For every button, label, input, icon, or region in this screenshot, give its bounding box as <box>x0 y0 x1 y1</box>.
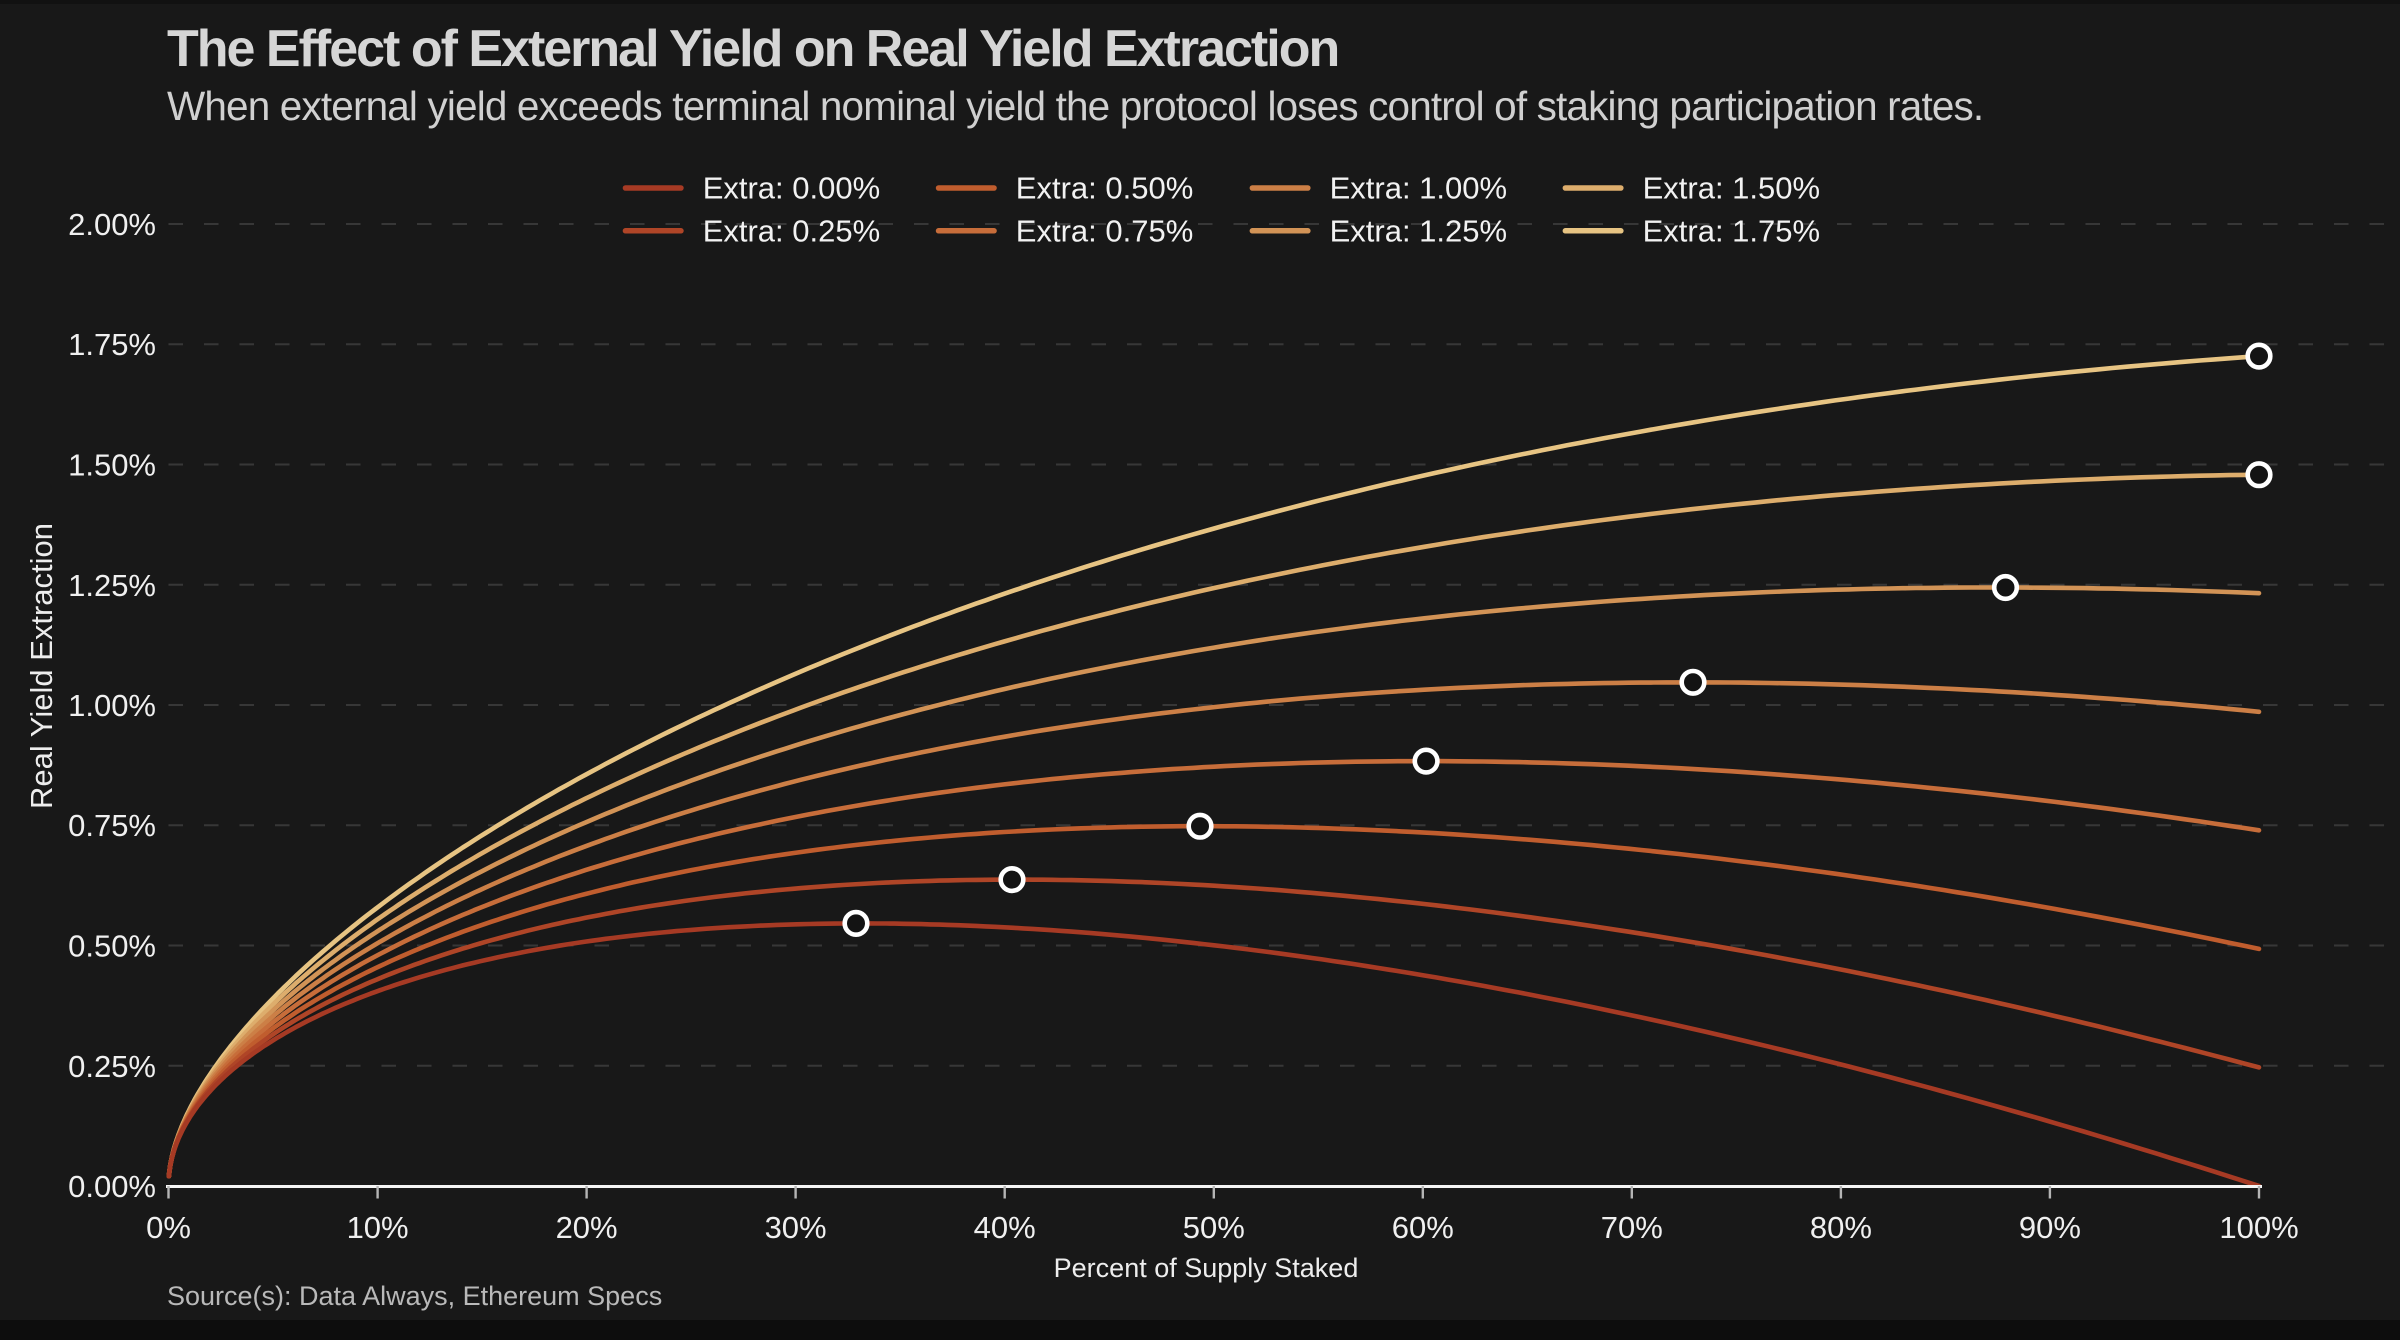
svg-text:40%: 40% <box>974 1210 1036 1245</box>
svg-text:10%: 10% <box>347 1210 409 1245</box>
svg-text:1.75%: 1.75% <box>68 327 156 362</box>
svg-text:1.50%: 1.50% <box>68 448 156 483</box>
svg-text:2.00%: 2.00% <box>68 207 156 242</box>
svg-text:The Effect of External Yield o: The Effect of External Yield on Real Yie… <box>167 20 1338 78</box>
svg-text:Extra: 0.00%: Extra: 0.00% <box>703 171 880 206</box>
svg-text:90%: 90% <box>2019 1210 2081 1245</box>
svg-text:Extra: 0.75%: Extra: 0.75% <box>1016 213 1193 248</box>
svg-text:60%: 60% <box>1392 1210 1454 1245</box>
svg-text:0.50%: 0.50% <box>68 929 156 964</box>
svg-text:When external yield exceeds te: When external yield exceeds terminal nom… <box>167 83 1983 129</box>
svg-text:Extra: 1.25%: Extra: 1.25% <box>1330 213 1507 248</box>
svg-text:80%: 80% <box>1810 1210 1872 1245</box>
svg-text:20%: 20% <box>556 1210 618 1245</box>
svg-text:Extra: 1.50%: Extra: 1.50% <box>1643 171 1820 206</box>
svg-text:70%: 70% <box>1601 1210 1663 1245</box>
svg-text:Extra: 0.25%: Extra: 0.25% <box>703 213 880 248</box>
svg-text:0.25%: 0.25% <box>68 1049 156 1084</box>
svg-text:1.25%: 1.25% <box>68 568 156 603</box>
svg-text:Percent of Supply Staked: Percent of Supply Staked <box>1054 1253 1359 1283</box>
svg-text:0.00%: 0.00% <box>68 1169 156 1204</box>
svg-text:1.00%: 1.00% <box>68 688 156 723</box>
svg-text:Extra: 1.00%: Extra: 1.00% <box>1330 171 1507 206</box>
svg-text:Extra: 1.75%: Extra: 1.75% <box>1643 213 1820 248</box>
svg-text:0.75%: 0.75% <box>68 808 156 843</box>
svg-text:100%: 100% <box>2219 1210 2298 1245</box>
svg-text:50%: 50% <box>1183 1210 1245 1245</box>
svg-text:Source(s): Data Always, Ethere: Source(s): Data Always, Ethereum Specs <box>167 1281 662 1311</box>
svg-text:30%: 30% <box>765 1210 827 1245</box>
svg-text:0%: 0% <box>146 1210 191 1245</box>
svg-text:Real Yield Extraction: Real Yield Extraction <box>24 523 59 809</box>
svg-text:Extra: 0.50%: Extra: 0.50% <box>1016 171 1193 206</box>
